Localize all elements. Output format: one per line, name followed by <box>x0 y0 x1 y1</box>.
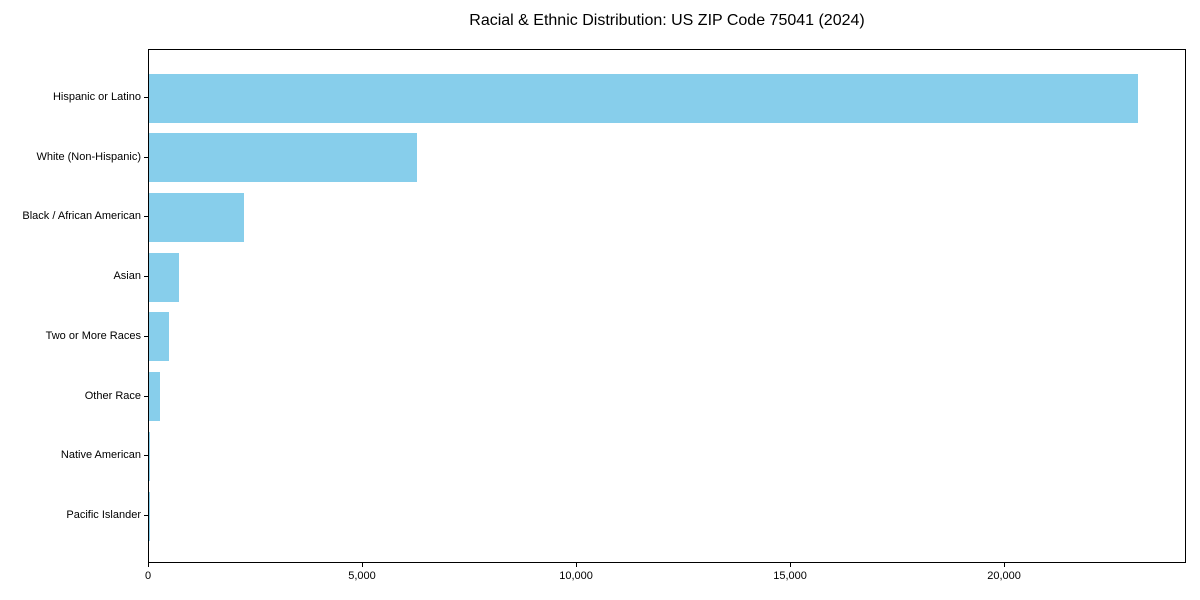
bar-black-african-american <box>149 192 245 242</box>
y-tick-mark <box>144 455 148 457</box>
bar-native-american <box>149 431 151 481</box>
x-tick-label: 5,000 <box>348 570 376 582</box>
y-tick-mark <box>144 216 148 218</box>
y-tick-label: Native American <box>60 449 141 462</box>
x-tick-mark <box>1004 563 1006 567</box>
y-tick-label: White (Non-Hispanic) <box>36 150 141 163</box>
y-tick-label: Other Race <box>84 389 141 402</box>
x-tick-label: 15,000 <box>773 570 807 582</box>
bar-white-non-hispanic <box>149 133 417 183</box>
chart-title: Racial & Ethnic Distribution: US ZIP Cod… <box>469 12 865 29</box>
bar-asian <box>149 252 179 302</box>
y-tick-label: Hispanic or Latino <box>52 91 141 103</box>
bar-pacific-islander <box>149 491 150 541</box>
x-tick-label: 10,000 <box>559 570 593 582</box>
y-tick-mark <box>144 515 148 516</box>
y-tick-mark <box>144 395 148 397</box>
x-tick-mark <box>148 563 149 567</box>
y-tick-label: Asian <box>113 270 141 283</box>
x-tick-mark <box>362 563 364 567</box>
plot-area <box>148 49 1186 563</box>
x-tick-label: 0 <box>144 570 152 582</box>
bar-two-or-more-races <box>149 312 170 362</box>
x-tick-mark <box>576 563 578 567</box>
bar-hispanic-or-latino <box>149 73 1138 123</box>
bar-other-race <box>149 372 161 422</box>
y-tick-mark <box>144 335 148 337</box>
x-tick-label: 20,000 <box>987 570 1021 582</box>
y-tick-label: Two or More Races <box>45 329 141 342</box>
x-tick-mark <box>790 563 792 567</box>
y-tick-mark <box>144 276 148 278</box>
y-tick-mark <box>144 97 148 98</box>
y-tick-mark <box>144 156 148 158</box>
y-tick-label: Pacific Islander <box>66 509 141 521</box>
y-tick-label: Black / African American <box>22 210 141 223</box>
